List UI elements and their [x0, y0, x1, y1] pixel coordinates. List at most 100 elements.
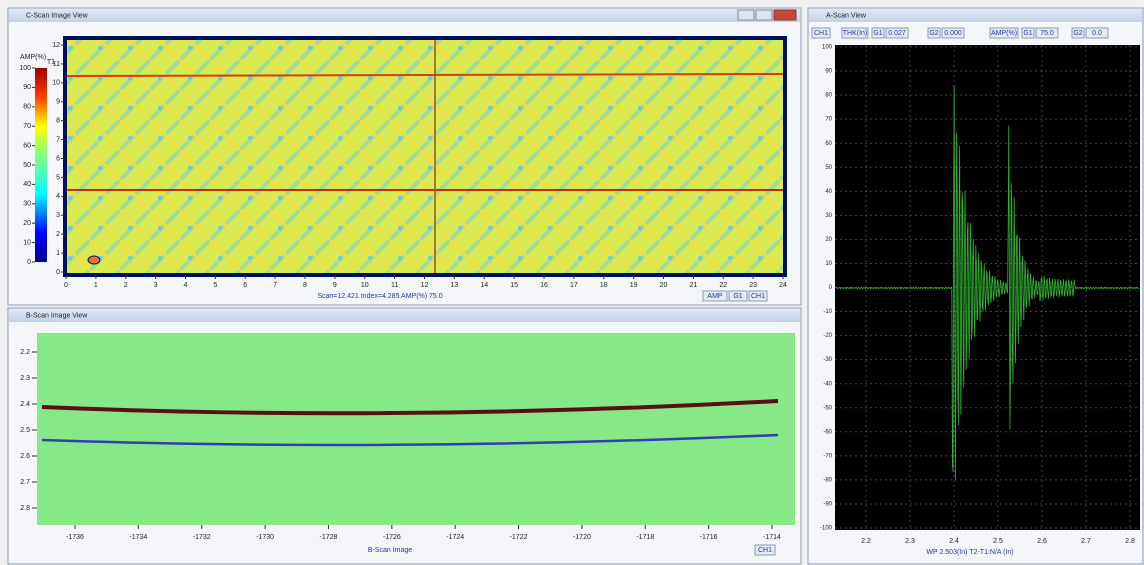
toolbar-field[interactable]: [989, 27, 1019, 39]
window-title: A-Scan View: [826, 12, 867, 19]
x-tick-label: -1716: [700, 534, 718, 541]
x-tick-label: -1734: [129, 534, 147, 541]
y-tick-label: 2.8: [20, 505, 30, 512]
toolbar-field[interactable]: [941, 27, 965, 39]
colorbar-tick-label: 60: [23, 142, 31, 149]
channel-tab-label: CH1: [758, 547, 772, 554]
y-tick-label: 100: [822, 45, 833, 51]
x-tick-label: -1730: [256, 534, 274, 541]
y-tick-label: 2.3: [20, 375, 30, 382]
toolbar-field[interactable]: [1035, 27, 1059, 39]
x-tick-label: 3: [154, 282, 158, 289]
x-tick-label: 15: [510, 282, 518, 289]
toolbar-field-label: THK(In): [843, 30, 868, 37]
waveform-trace: [835, 84, 1140, 480]
x-tick-label: -1724: [446, 534, 464, 541]
close-button[interactable]: [773, 9, 797, 21]
maximize-button[interactable]: [755, 9, 773, 21]
toolbar-field[interactable]: [1085, 27, 1109, 39]
x-tick-label: 19: [630, 282, 638, 289]
x-tick-label: 5: [213, 282, 217, 289]
y-tick-label: -50: [823, 405, 832, 411]
x-tick-label: 2.7: [1081, 538, 1091, 545]
x-tick-label: 8: [303, 282, 307, 289]
y-tick-label: 40: [825, 189, 832, 195]
x-tick-label: -1726: [383, 534, 401, 541]
view-tab-label: CH1: [751, 293, 765, 300]
x-tick-label: 18: [600, 282, 608, 289]
y-tick-label: 2.2: [20, 349, 30, 356]
y-tick-label: 12: [52, 42, 60, 49]
x-tick-label: 0: [64, 282, 68, 289]
x-tick-label: 2.6: [1037, 538, 1047, 545]
colorbar-tick-label: 30: [23, 201, 31, 208]
window-title: C-Scan Image View: [26, 12, 89, 19]
x-tick-label: -1736: [66, 534, 84, 541]
toolbar-field-label: G2: [1073, 30, 1082, 37]
colorbar-tick-label: 10: [23, 239, 31, 246]
x-tick-label: 2: [124, 282, 128, 289]
view-tab[interactable]: [748, 290, 768, 302]
x-tick-label: -1714: [763, 534, 781, 541]
channel-tab[interactable]: [754, 544, 776, 556]
y-tick-label: 80: [825, 93, 832, 99]
toolbar-field-label: 0.000: [944, 30, 962, 37]
x-tick-label: 9: [333, 282, 337, 289]
colorbar-tick-label: 100: [19, 65, 31, 72]
window-title: B-Scan Image View: [26, 312, 88, 319]
y-tick-label: 0: [829, 285, 833, 291]
toolbar-field[interactable]: [811, 27, 831, 39]
toolbar-field[interactable]: [885, 27, 909, 39]
y-tick-label: 3: [56, 212, 60, 219]
toolbar-field-label: G2: [929, 30, 938, 37]
title-bar: [9, 309, 800, 322]
colorbar-label: AMP(%): [20, 54, 46, 61]
x-tick-label: 6: [243, 282, 247, 289]
x-tick-label: 2.2: [861, 538, 871, 545]
toolbar-field[interactable]: [1021, 27, 1035, 39]
gate-marker: T1: [47, 59, 55, 66]
view-tab[interactable]: [728, 290, 748, 302]
toolbar-field[interactable]: [871, 27, 885, 39]
toolbar-field-label: G1: [1023, 30, 1032, 37]
view-tab[interactable]: [702, 290, 728, 302]
x-tick-label: 22: [719, 282, 727, 289]
y-tick-label: 9: [56, 99, 60, 106]
toolbar-field[interactable]: [1071, 27, 1085, 39]
x-tick-label: 11: [391, 282, 398, 289]
status-text: Scan=12.421 Index=4.285 AMP(%) 75.0: [317, 293, 442, 300]
y-tick-label: 7: [56, 136, 60, 143]
y-tick-label: 11: [53, 61, 60, 68]
x-tick-label: 14: [480, 282, 488, 289]
y-tick-label: 2.6: [20, 453, 30, 460]
cscan-image: [63, 36, 787, 277]
x-tick-label: 2.8: [1125, 538, 1135, 545]
y-tick-label: -40: [823, 381, 832, 387]
x-tick-label: 2.3: [905, 538, 915, 545]
minimize-button[interactable]: [737, 9, 755, 21]
x-tick-label: 1: [94, 282, 98, 289]
x-tick-label: 2.5: [993, 538, 1003, 545]
y-tick-label: 20: [825, 237, 832, 243]
y-tick-label: -100: [820, 526, 833, 532]
colorbar-tick-label: 0: [27, 259, 31, 266]
y-tick-label: 2.4: [20, 401, 30, 408]
x-tick-label: -1732: [193, 534, 211, 541]
x-tick-label: 7: [273, 282, 277, 289]
toolbar-field-label: 0.027: [888, 30, 906, 37]
toolbar-field[interactable]: [927, 27, 941, 39]
x-tick-label: -1722: [510, 534, 528, 541]
indication: [66, 73, 784, 77]
y-tick-label: 0: [56, 269, 60, 276]
toolbar-field[interactable]: [841, 27, 869, 39]
y-tick-label: 10: [52, 80, 60, 87]
x-tick-label: 21: [689, 282, 697, 289]
colorbar-tick-label: 70: [23, 123, 31, 130]
bscan-image: [37, 333, 795, 525]
y-tick-label: 30: [825, 213, 832, 219]
title-bar: [809, 9, 1142, 22]
y-tick-label: 70: [825, 117, 832, 123]
x-tick-label: 23: [749, 282, 757, 289]
flaw: [87, 255, 101, 265]
